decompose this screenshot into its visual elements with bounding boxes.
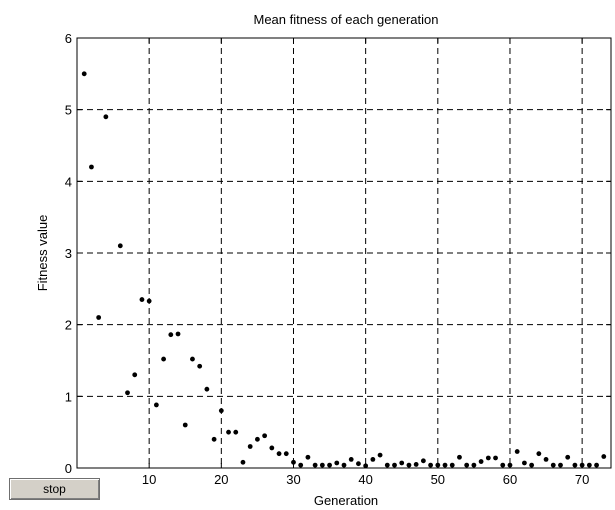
data-point [240, 459, 246, 465]
data-point [81, 71, 87, 77]
data-points [81, 71, 607, 469]
data-point [247, 444, 253, 449]
data-point [161, 356, 166, 362]
data-point [493, 455, 498, 461]
data-point [233, 429, 239, 435]
data-point [89, 164, 94, 170]
data-point [182, 422, 188, 428]
data-point [276, 451, 282, 457]
axis-ticks: 10 20 30 40 50 60 70 0 1 2 3 4 5 6 [65, 31, 611, 487]
data-point [190, 356, 195, 362]
data-point [132, 372, 138, 378]
x-tick-label: 50 [431, 472, 445, 487]
y-axis-label: Fitness value [35, 215, 50, 292]
y-tick-label: 5 [65, 103, 72, 118]
x-tick-label: 70 [575, 472, 589, 487]
data-point [334, 460, 340, 466]
data-point [471, 462, 477, 468]
data-point [558, 462, 563, 468]
data-point [586, 462, 592, 468]
data-point [125, 390, 130, 396]
data-point [464, 462, 470, 468]
data-point [522, 460, 527, 466]
data-point [139, 297, 145, 302]
chart-title: Mean fitness of each generation [253, 12, 438, 27]
data-point [341, 462, 347, 468]
data-point [392, 462, 397, 468]
data-point [377, 452, 383, 458]
y-tick-label: 3 [65, 246, 72, 261]
data-point [485, 455, 491, 461]
data-point [175, 331, 181, 337]
data-point [406, 462, 412, 468]
data-point [601, 454, 607, 459]
data-point [420, 458, 426, 464]
grid-lines [77, 38, 611, 468]
data-point [384, 462, 390, 468]
data-point [579, 462, 585, 468]
data-point [514, 449, 520, 454]
data-point [283, 451, 289, 457]
data-point [312, 462, 318, 468]
x-tick-label: 20 [214, 472, 228, 487]
data-point [399, 460, 405, 466]
data-point [550, 462, 556, 468]
data-point [262, 433, 268, 439]
x-tick-label: 30 [286, 472, 300, 487]
data-point [428, 462, 433, 468]
data-point [168, 332, 174, 338]
data-point [457, 454, 462, 460]
y-tick-label: 6 [65, 31, 72, 46]
data-point [449, 462, 455, 468]
data-point [218, 408, 224, 414]
data-point [478, 459, 484, 464]
data-point [565, 454, 571, 460]
data-point [363, 463, 369, 469]
data-point [269, 445, 275, 451]
data-point [356, 461, 361, 467]
data-point [96, 315, 102, 320]
data-point [413, 462, 419, 467]
data-point [500, 462, 506, 468]
x-axis-label: Generation [314, 493, 378, 508]
data-point [291, 459, 296, 465]
data-point [442, 462, 448, 468]
stop-button[interactable]: stop [9, 478, 100, 500]
x-tick-label: 10 [142, 472, 156, 487]
x-tick-label: 60 [503, 472, 517, 487]
data-point [348, 457, 354, 462]
data-point [370, 457, 376, 462]
y-tick-label: 4 [65, 174, 72, 189]
data-point [594, 462, 599, 468]
data-point [305, 454, 311, 460]
data-point [197, 363, 203, 369]
y-tick-label: 1 [65, 389, 72, 404]
data-point [298, 462, 304, 468]
data-point [146, 298, 152, 304]
data-point [255, 436, 260, 442]
x-tick-label: 40 [358, 472, 372, 487]
data-point [103, 114, 109, 120]
data-point [572, 462, 578, 468]
data-point [319, 462, 325, 468]
y-tick-label: 2 [65, 318, 72, 333]
data-point [543, 457, 549, 462]
data-point [327, 462, 332, 468]
data-point [536, 451, 542, 457]
data-point [153, 402, 159, 408]
data-point [204, 386, 210, 392]
data-point [435, 462, 441, 468]
data-point [507, 462, 513, 468]
y-tick-label: 0 [65, 461, 72, 476]
data-point [117, 243, 123, 249]
data-point [226, 429, 231, 435]
data-point [211, 436, 217, 442]
data-point [529, 462, 535, 468]
